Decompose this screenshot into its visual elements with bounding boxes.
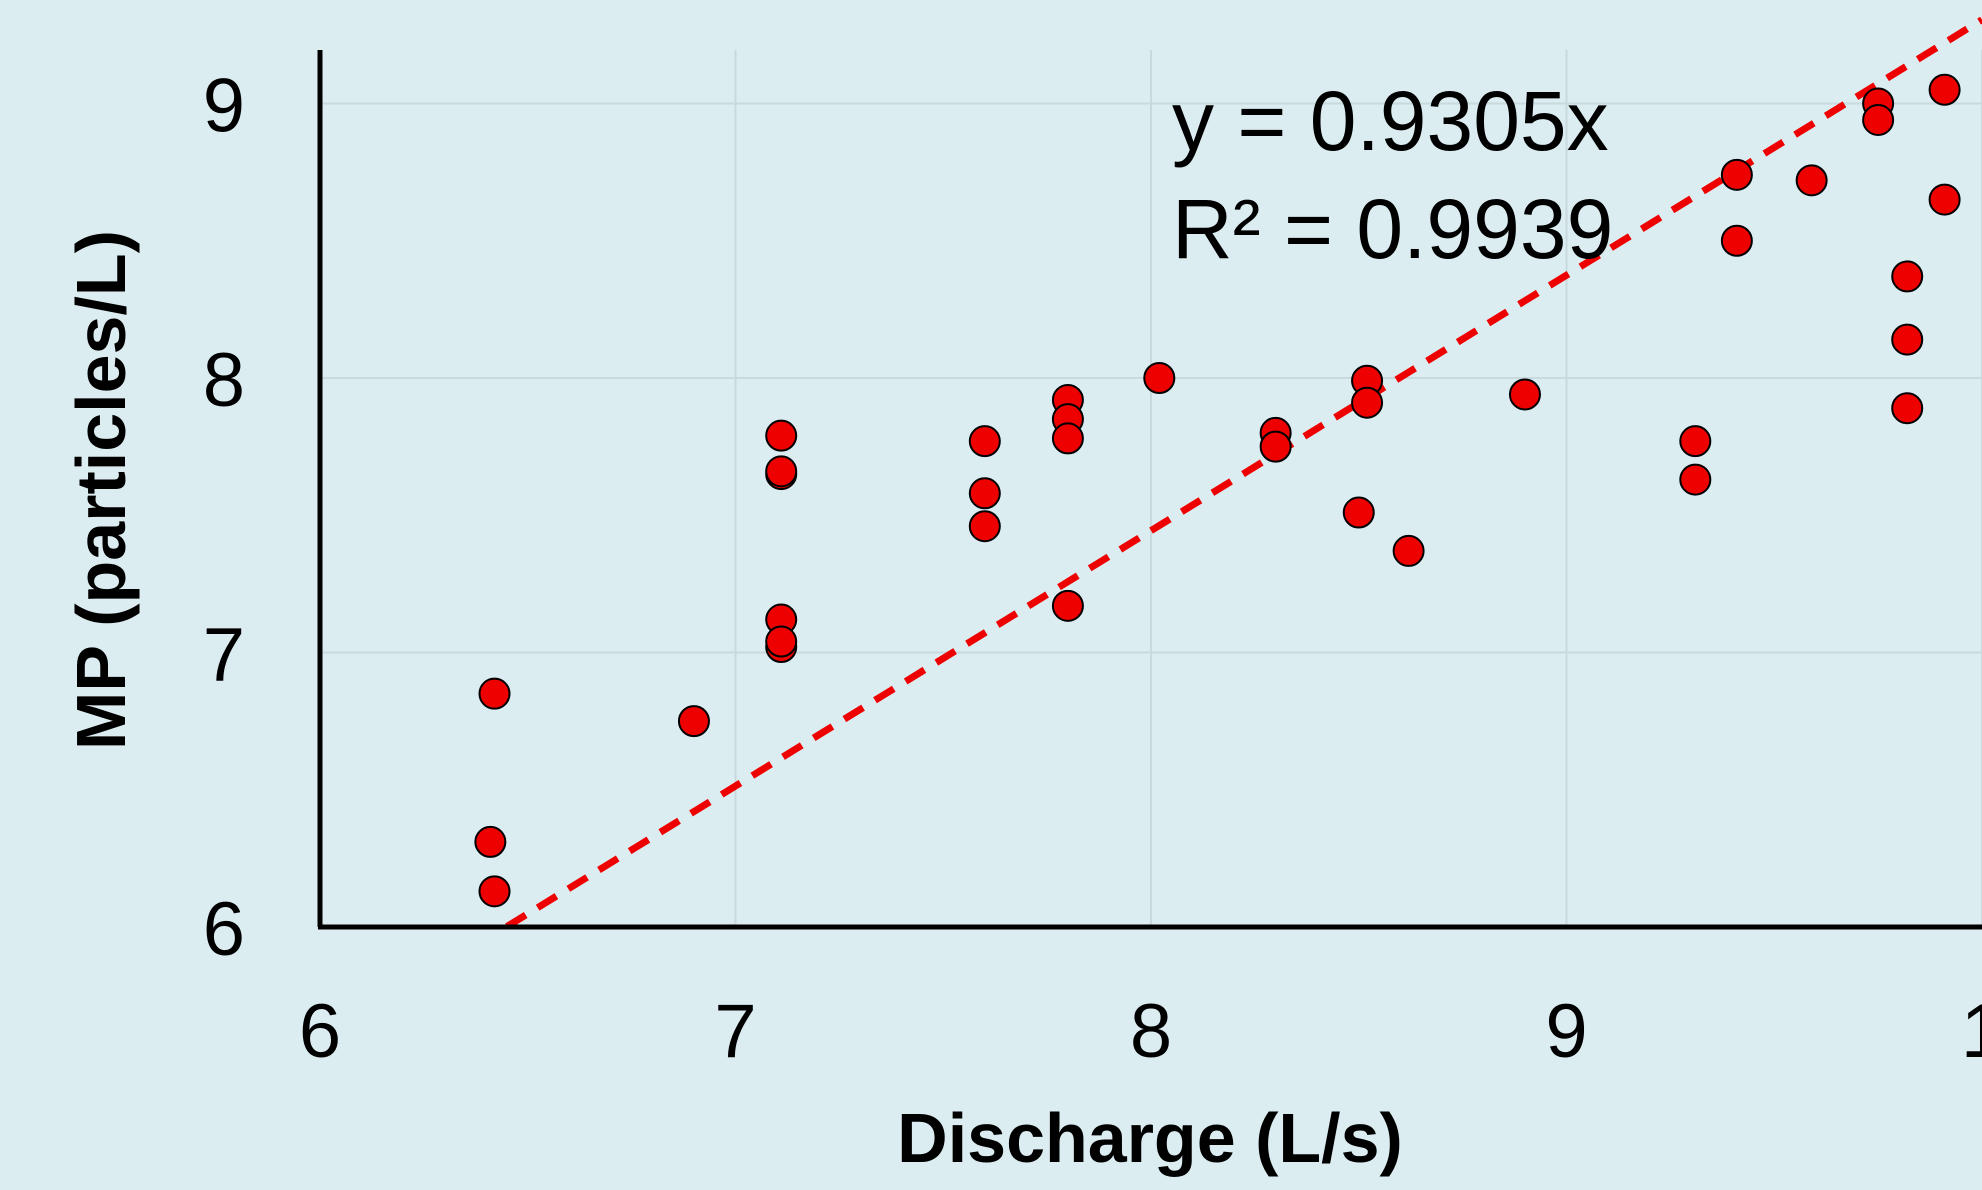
y-tick-label: 6: [203, 887, 245, 972]
data-point: [968, 425, 1001, 458]
data-point: [765, 625, 798, 658]
data-point: [474, 825, 507, 858]
y-tick-labels: 6 7 8 9: [203, 64, 245, 973]
data-point: [1679, 463, 1712, 496]
data-point: [1795, 164, 1828, 197]
data-point: [1891, 260, 1924, 293]
data-point: [1891, 323, 1924, 356]
x-tick-label: 9: [1545, 989, 1587, 1074]
data-point: [1679, 425, 1712, 458]
data-point: [765, 455, 798, 488]
x-axis-label: Discharge (L/s): [897, 1099, 1403, 1177]
data-point: [677, 705, 710, 738]
data-point: [1143, 362, 1176, 394]
data-point: [478, 875, 511, 908]
data-point: [765, 419, 798, 452]
y-tick-label: 9: [203, 64, 245, 149]
data-point: [478, 677, 511, 710]
x-tick-label: 1: [1961, 989, 1982, 1074]
data-point: [1342, 496, 1375, 529]
x-tick-label: 7: [714, 989, 756, 1074]
data-point: [1351, 386, 1384, 419]
data-point: [1051, 422, 1084, 455]
data-point: [968, 477, 1001, 510]
x-tick-label: 6: [299, 989, 341, 1074]
data-point: [1928, 73, 1961, 106]
r-squared-label: R² = 0.9939: [1172, 182, 1613, 276]
y-tick-label: 7: [203, 613, 245, 698]
y-tick-label: 8: [203, 338, 245, 423]
x-tick-label: 8: [1130, 989, 1172, 1074]
data-point: [1928, 183, 1961, 216]
y-axis-label: MP (particles/L): [62, 230, 140, 750]
data-point: [1259, 430, 1292, 463]
data-point: [1051, 589, 1084, 622]
x-tick-labels: 6 7 8 9 1: [299, 989, 1982, 1074]
data-point: [1720, 158, 1753, 191]
data-point: [1508, 378, 1541, 411]
data-point: [968, 510, 1001, 543]
data-points: [474, 73, 1961, 908]
data-point: [1392, 534, 1425, 567]
data-point: [1891, 392, 1924, 425]
data-point: [1720, 224, 1753, 257]
trendline-equation: y = 0.9305x: [1172, 74, 1609, 168]
data-point: [1862, 103, 1895, 136]
